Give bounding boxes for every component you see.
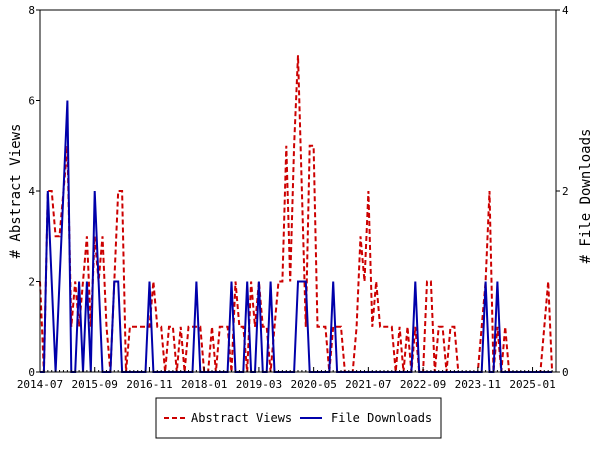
x-tick-label-3: 2018-01: [181, 378, 227, 391]
y-axis-right: 0 2 4: [556, 4, 569, 379]
x-axis: 2014-07 2015-09 2016-11 2018-01 2019-03 2020-…: [17, 367, 557, 391]
y-tick-label-2: 4: [28, 185, 35, 198]
plot-area: [39, 55, 554, 373]
x-tick-label-0: 2014-07: [17, 378, 63, 391]
y2-tick-label-1: 2: [562, 185, 569, 198]
legend-box: [155, 397, 442, 439]
y-axis-title: # Abstract Views: [8, 124, 24, 259]
y2-tick-label-0: 0: [562, 366, 569, 379]
y-tick-label-4: 8: [28, 4, 35, 17]
x-tick-label-4: 2019-03: [236, 378, 282, 391]
y-tick-label-1: 2: [28, 276, 35, 289]
x-tick-label-8: 2023-11: [455, 378, 501, 391]
x-tick-label-2: 2016-11: [126, 378, 172, 391]
x-tick-label-5: 2020-05: [290, 378, 336, 391]
y-axis-left: 0 2 4 6 8: [28, 4, 40, 379]
x-tick-label-7: 2022-09: [400, 378, 446, 391]
x-tick-label-1: 2015-09: [72, 378, 118, 391]
y2-tick-label-2: 4: [562, 4, 569, 17]
y-tick-label-3: 6: [28, 95, 35, 108]
x-tick-label-6: 2021-07: [345, 378, 391, 391]
y-tick-label-0: 0: [28, 366, 35, 379]
legend-label-file-downloads: File Downloads: [331, 411, 432, 425]
legend-label-abstract-views: Abstract Views: [191, 411, 292, 425]
x-tick-label-9: 2025-01: [509, 378, 555, 391]
legend: Abstract Views File Downloads: [155, 397, 442, 439]
y2-axis-title: # File Downloads: [578, 129, 594, 264]
